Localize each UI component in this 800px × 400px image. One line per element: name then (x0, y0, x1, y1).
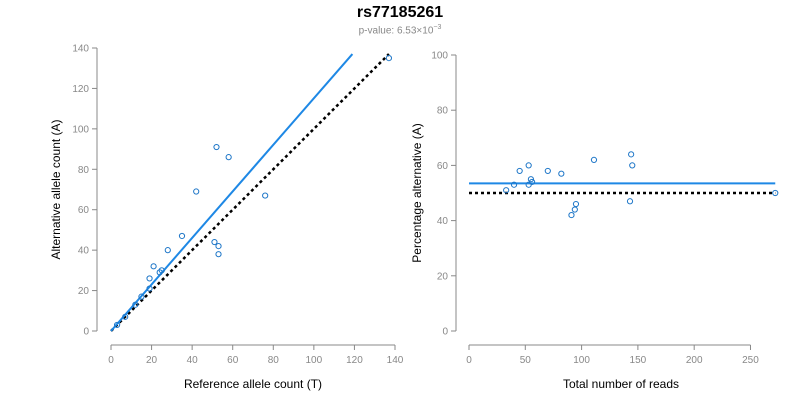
percentage-alternative-scatter-panel: 0 50 100 150 200 250 0 20 40 60 80 100 Total number … (410, 51, 779, 391)
right-data-point (571, 206, 578, 213)
right-x-axis-title: Total number of reads (563, 377, 679, 391)
pvalue-exponent: −3 (433, 24, 442, 31)
left-y-tick-label: 140 (72, 44, 89, 55)
right-x-tick-label: 50 (520, 355, 532, 366)
right-data-point (525, 162, 532, 169)
right-x-tick-label: 150 (630, 355, 647, 366)
left-y-tick-label: 120 (72, 84, 89, 95)
left-reference-line (110, 53, 390, 332)
left-x-tick-label: 40 (187, 355, 199, 366)
left-data-point (146, 285, 153, 292)
left-x-tick-label: 100 (306, 355, 323, 366)
right-y-tick-label: 100 (431, 51, 448, 62)
left-x-tick-label: 20 (146, 355, 158, 366)
left-data-point (138, 293, 145, 300)
left-x-tick-label: 120 (346, 355, 363, 366)
right-x-tick-label: 100 (573, 355, 590, 366)
left-y-tick-label: 0 (83, 327, 89, 338)
left-y-tick-label: 60 (78, 205, 90, 216)
left-data-point (156, 269, 163, 276)
left-data-point (178, 232, 186, 240)
right-data-point (527, 176, 535, 183)
right-data-point (590, 156, 598, 163)
left-data-point (146, 275, 153, 282)
left-data-point (193, 188, 200, 195)
right-data-point (558, 170, 565, 177)
right-data-point (772, 189, 779, 197)
right-data-point (572, 200, 580, 208)
left-data-point (113, 321, 121, 329)
right-x-tick-label: 200 (686, 355, 703, 366)
left-data-point (164, 247, 171, 254)
right-data-point (544, 167, 551, 175)
right-y-tick-label: 60 (437, 161, 449, 172)
left-fit-line (110, 53, 354, 332)
left-data-point (213, 143, 220, 151)
right-y-tick-label: 0 (442, 327, 448, 338)
right-data-point (626, 198, 634, 205)
right-data-point (510, 181, 518, 188)
right-data-point (629, 162, 636, 169)
chart-title: rs77185261 (356, 4, 444, 21)
right-y-axis-title: Percentage alternative (A) (410, 123, 424, 262)
left-y-tick-label: 40 (78, 246, 90, 257)
left-x-axis-title: Reference allele count (T) (184, 377, 322, 391)
right-data-point (568, 211, 575, 219)
right-x-tick-label: 0 (466, 355, 472, 366)
left-x-tick-label: 0 (108, 355, 114, 366)
left-x-tick-label: 60 (227, 355, 239, 366)
left-y-tick-label: 20 (78, 286, 90, 297)
left-y-tick-label: 80 (78, 165, 90, 176)
left-x-tick-label: 140 (387, 355, 404, 366)
left-data-point (385, 55, 393, 62)
left-y-axis-title: Alternative allele count (A) (49, 119, 63, 259)
right-data-point (628, 151, 635, 158)
right-y-tick-label: 40 (437, 216, 449, 227)
left-data-point (211, 238, 218, 246)
left-data-point (122, 313, 129, 320)
left-data-point (150, 263, 157, 270)
left-data-point (132, 301, 139, 308)
allele-count-scatter-panel: 0 20 40 60 80 100 120 140 0 20 40 60 80 100 120 140 Refe… (49, 44, 404, 392)
left-data-point (158, 267, 165, 274)
left-data-point (225, 154, 232, 161)
right-y-tick-label: 20 (437, 271, 449, 282)
chart-subtitle: p-value: 6.53×10−3 (0, 24, 800, 36)
left-data-point (262, 192, 269, 199)
right-data-point (516, 167, 523, 175)
right-data-point (503, 187, 510, 194)
right-y-tick-label: 80 (437, 106, 449, 117)
left-data-point (215, 251, 222, 258)
left-y-tick-label: 100 (72, 124, 89, 135)
left-data-point (215, 243, 222, 250)
right-data-point (528, 178, 536, 186)
pvalue-text: p-value: 6.53×10 (358, 25, 434, 37)
right-x-tick-label: 250 (742, 355, 759, 366)
left-x-tick-label: 80 (268, 355, 280, 366)
